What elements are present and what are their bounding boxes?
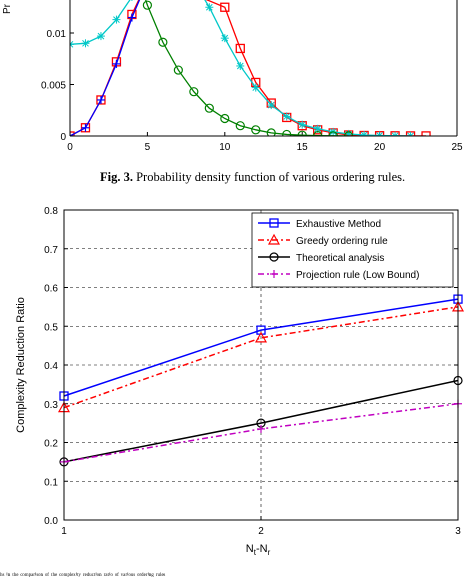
fig3-point: [297, 130, 307, 136]
fig4-xtick-label: 3: [455, 526, 461, 537]
fig3-ytick-label: 0.005: [41, 81, 66, 92]
fig3-series-line: [70, 0, 427, 136]
fig4-series-line: [63, 298, 459, 397]
fig3-series-3: [142, 0, 354, 136]
fig3-series: [70, 0, 431, 136]
fig4-xtick-label: 2: [258, 526, 264, 537]
fig3-point: [235, 121, 245, 131]
fig3-xtick-label: 10: [219, 142, 231, 153]
figure4-chart: 0.0 0.1 0.2 0.3 0.4 0.5 0.6 0.7 0.8 1 2 3 Complexit…: [15, 206, 465, 557]
fig4-xtick-label: 1: [61, 526, 67, 537]
fig3-xtick-label: 0: [67, 142, 73, 153]
fig3-point: [70, 40, 74, 49]
fig3-ylabel-fragment: Pr: [2, 3, 13, 14]
fig4-legend-label: Greedy ordering rule: [296, 236, 388, 247]
fig3-point: [142, 0, 152, 10]
fig3-point: [205, 3, 214, 12]
figure3-chart: Pr 0 5 10 15 20 25 0 0.005 0.01: [2, 0, 463, 153]
fig4-ytick-label: 0.0: [44, 516, 58, 527]
fig3-point: [189, 87, 199, 97]
fig3-point: [375, 131, 384, 136]
fig3-point: [236, 61, 245, 70]
fig3-point: [158, 37, 168, 47]
fig4-ytick-label: 0.3: [44, 400, 58, 411]
fig3-point: [267, 101, 276, 110]
fig3-point: [220, 113, 230, 124]
fig4-legend: Exhaustive Method Greedy ordering rule The…: [251, 212, 454, 288]
fig3-series-line: [145, 0, 349, 136]
fig4-point: [254, 331, 268, 343]
fig4-legend-label: Projection rule (Low Bound): [296, 270, 419, 281]
fig4-ylabel: Complexity Reduction Ratio: [15, 297, 27, 433]
fig3-point: [220, 2, 230, 12]
fig4-legend-marker: [269, 252, 279, 262]
fig3-point: [298, 120, 307, 129]
fig3-ticks: 0 5 10 15 20 25 0 0.005 0.01: [41, 29, 463, 153]
fig3-point: [204, 103, 214, 113]
fig3-point: [81, 123, 90, 132]
fig4-frame: [63, 209, 459, 521]
fig4-ticks: 0.0 0.1 0.2 0.3 0.4 0.5 0.6 0.7 0.8 1 2 3: [44, 206, 461, 537]
fig3-point: [127, 13, 136, 22]
fig3-point: [96, 32, 105, 41]
fig4-series-line: [63, 379, 459, 463]
fig4-grid: [64, 210, 458, 520]
fig3-point: [112, 15, 121, 24]
fig4-legend-label: Exhaustive Method: [296, 219, 381, 230]
fig4-ytick-label: 0.1: [44, 477, 58, 488]
fig4-ytick-label: 0.7: [44, 245, 58, 256]
bottom-caption: ʰˢ ⁱⁿ ᵗʰᵉ ᶜᵒᵐᵖᵃʳⁱˢᵒⁿ ᵒᶠ ᵗʰᵉ ᶜᵒᵐᵖˡᵉˣⁱᵗʸ ʳ…: [0, 571, 166, 580]
fig3-point: [251, 125, 261, 135]
fig4-ytick-label: 0.2: [44, 439, 58, 450]
fig4-legend-marker: [267, 233, 281, 245]
fig3-caption: Fig. 3. Probability density function of …: [100, 170, 405, 184]
fig3-point: [81, 39, 90, 48]
fig3-point: [220, 34, 229, 43]
fig3-point: [173, 65, 183, 75]
fig3-point: [96, 95, 105, 104]
fig3-point: [235, 43, 245, 54]
fig4-point: [257, 424, 265, 433]
fig4-series: [57, 294, 465, 467]
fig3-point: [112, 59, 121, 68]
fig3-xtick-label: 25: [451, 142, 463, 153]
fig4-legend-marker: [270, 270, 278, 278]
fig3-point: [282, 129, 292, 136]
fig4-ytick-label: 0.5: [44, 322, 58, 333]
fig3-ytick-label: 0: [60, 132, 66, 143]
fig3-series-1: [70, 0, 141, 136]
fig4-legend-marker: [269, 218, 279, 228]
fig3-series-2: [70, 0, 415, 136]
fig4-ytick-label: 0.4: [44, 361, 58, 372]
fig3-caption-text: Probability density function of various …: [133, 170, 405, 184]
fig3-point: [360, 130, 369, 136]
fig4-ytick-label: 0.8: [44, 206, 58, 217]
fig3-ytick-label: 0.01: [47, 29, 67, 40]
fig3-xtick-label: 15: [297, 142, 309, 153]
fig3-point: [251, 83, 260, 92]
fig3-point: [282, 112, 291, 121]
fig3-xtick-label: 5: [145, 142, 151, 153]
fig3-series-0: [70, 0, 431, 136]
fig4-legend-label: Theoretical analysis: [296, 253, 384, 264]
fig4-legend-box: [251, 212, 454, 288]
fig4-series-line: [63, 306, 459, 409]
fig4-ytick-label: 0.6: [44, 284, 58, 295]
fig4-xlabel: Nt-Nr: [246, 543, 271, 557]
fig3-series-line: [70, 0, 141, 136]
fig4-point: [256, 325, 266, 335]
fig3-point: [313, 124, 322, 133]
fig3-point: [266, 128, 276, 136]
fig3-caption-label: Fig. 3.: [100, 170, 133, 184]
fig3-xtick-label: 20: [374, 142, 386, 153]
